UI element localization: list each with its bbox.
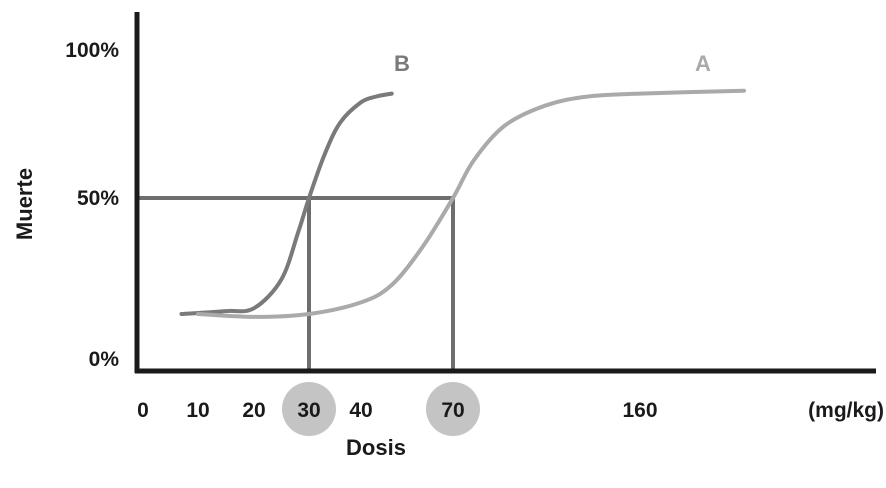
series-curve-b xyxy=(179,91,394,316)
series-label-b: B xyxy=(394,51,410,76)
tick-labels: 0 10 20 30 40 70 160 0% 50% 100% xyxy=(65,39,657,422)
highlight-circle-70 xyxy=(426,382,480,436)
highlight-circles xyxy=(282,382,480,436)
x-tick-label-20: 20 xyxy=(242,399,265,422)
y-tick-label-50: 50% xyxy=(77,187,119,210)
series-curve-a xyxy=(196,88,746,319)
x-tick-label-40: 40 xyxy=(349,399,372,422)
x-tick-label-10: 10 xyxy=(186,399,209,422)
series-label-a: A xyxy=(695,51,711,76)
x-tick-label-160: 160 xyxy=(622,399,657,422)
axes xyxy=(134,12,876,374)
y-axis-title: Muerte xyxy=(12,168,37,240)
y-tick-label-0: 0% xyxy=(89,348,120,371)
x-tick-label-0: 0 xyxy=(137,399,149,422)
x-unit-label: (mg/kg) xyxy=(808,399,884,422)
x-tick-label-30: 30 xyxy=(297,399,320,422)
highlight-circle-30 xyxy=(282,382,336,436)
x-tick-label-70: 70 xyxy=(441,399,464,422)
reference-lines xyxy=(137,196,455,371)
x-axis-title: Dosis xyxy=(346,435,406,460)
y-tick-label-100: 100% xyxy=(65,39,119,62)
